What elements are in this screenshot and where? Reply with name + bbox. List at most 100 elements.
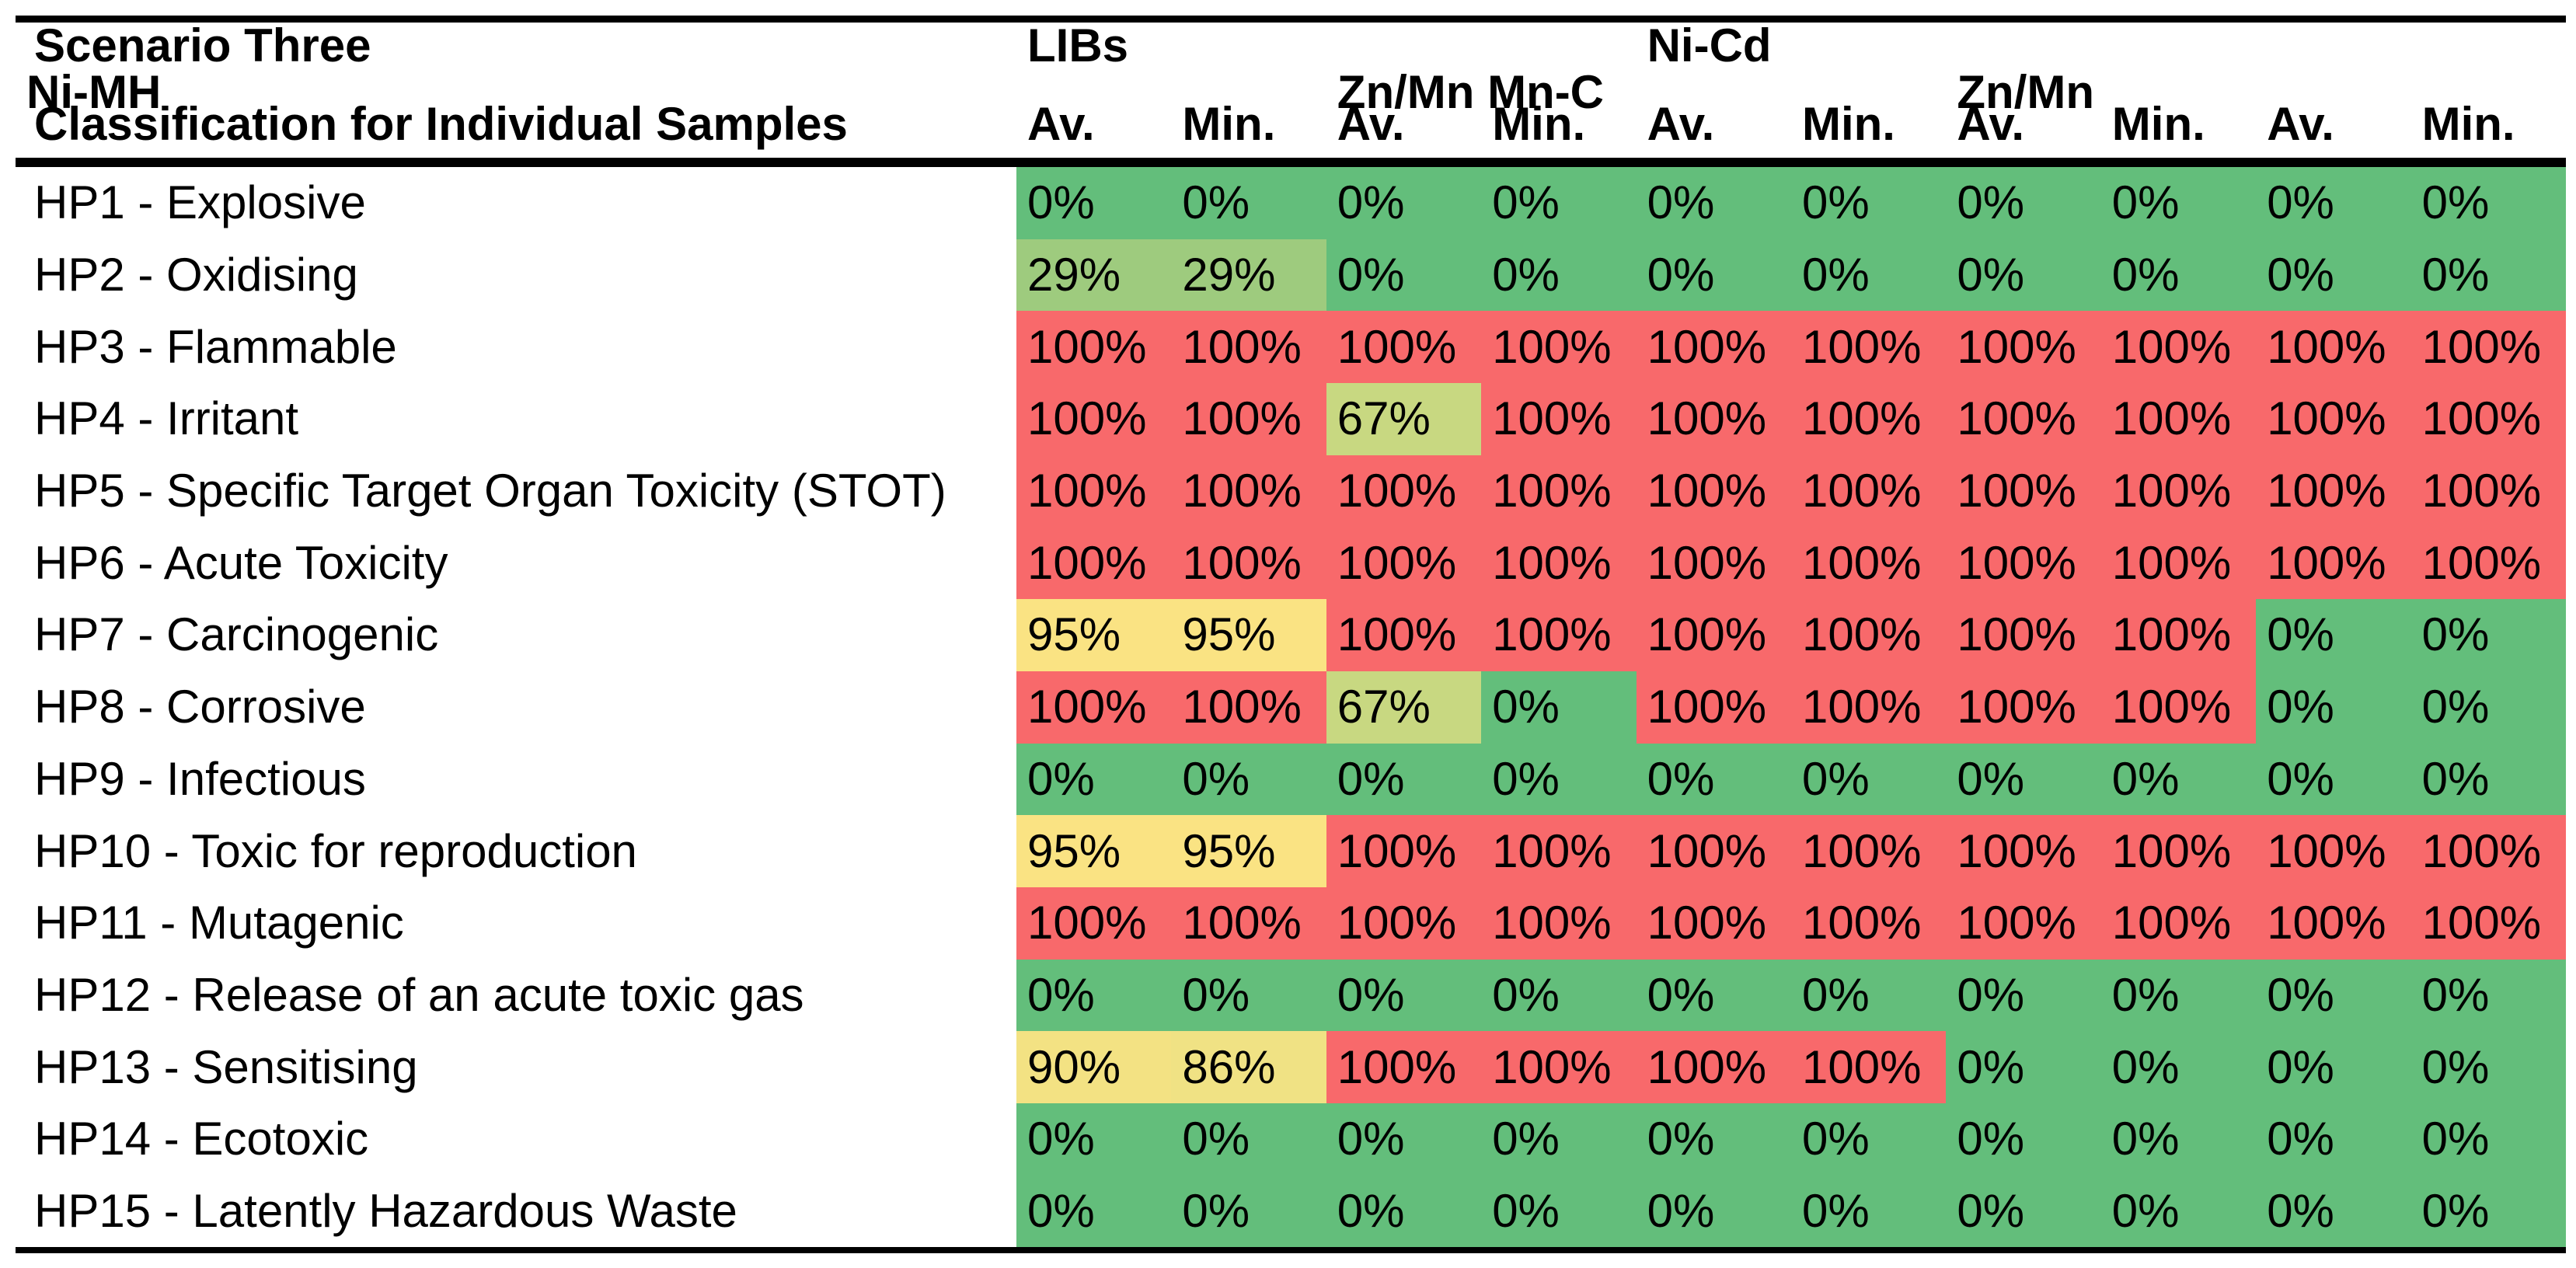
value-cell: 67% <box>1326 671 1482 744</box>
value-cell: 90% <box>1016 1031 1172 1103</box>
value-cell: 100% <box>2410 455 2566 528</box>
table-header-sub-row: Classification for Individual Samples Av… <box>16 90 2566 167</box>
row-label: HP6 - Acute Toxicity <box>16 527 1016 600</box>
row-label: HP7 - Carcinogenic <box>16 599 1016 671</box>
value-cell: 100% <box>2256 311 2411 384</box>
value-cell: 100% <box>1171 671 1326 744</box>
row-label: HP2 - Oxidising <box>16 239 1016 312</box>
value-cell: 0% <box>1636 167 1791 239</box>
column-subheader: Av. <box>1957 97 2025 150</box>
value-cell: 0% <box>1790 1175 1947 1248</box>
value-cell: 100% <box>1946 671 2101 744</box>
value-cell: 100% <box>1171 887 1326 960</box>
table-row: HP15 - Latently Hazardous Waste 0% 0% 0% 0% 0… <box>16 1175 2566 1248</box>
row-label: HP1 - Explosive <box>16 167 1016 239</box>
value-cell: 100% <box>1481 887 1637 960</box>
value-cell: 100% <box>1326 599 1482 671</box>
value-cell: 0% <box>1946 959 2101 1032</box>
row-label: HP9 - Infectious <box>16 743 1016 816</box>
table-title: Scenario Three <box>34 19 371 71</box>
value-cell: 100% <box>1481 1031 1637 1103</box>
column-group-header-nimh: Ni-MH <box>26 66 162 118</box>
table-row: HP11 - Mutagenic 100% 100% 100% 100% 100% 100%… <box>16 887 2566 960</box>
value-cell: 0% <box>2410 1031 2566 1103</box>
value-cell: 100% <box>1636 815 1791 887</box>
value-cell: 100% <box>1171 311 1326 384</box>
value-cell: 0% <box>1636 959 1791 1032</box>
column-subheader: Min. <box>1492 97 1586 150</box>
value-cell: 0% <box>2410 959 2566 1032</box>
value-cell: 100% <box>1946 311 2101 384</box>
value-cell: 0% <box>1481 239 1637 312</box>
value-cell: 67% <box>1326 383 1482 455</box>
value-cell: 0% <box>2256 743 2411 816</box>
value-cell: 100% <box>2100 383 2257 455</box>
value-cell: 100% <box>1790 671 1947 744</box>
column-group-header-libs: LIBs <box>1027 19 1129 71</box>
value-cell: 100% <box>1636 311 1791 384</box>
value-cell: 0% <box>2256 959 2411 1032</box>
value-cell: 0% <box>2100 239 2257 312</box>
value-cell: 100% <box>1636 887 1791 960</box>
value-cell: 0% <box>2100 167 2257 239</box>
table-subtitle: Classification for Individual Samples <box>34 97 848 150</box>
value-cell: 100% <box>1326 527 1482 600</box>
value-cell: 100% <box>1946 455 2101 528</box>
value-cell: 0% <box>2256 239 2411 312</box>
column-subheader: Av. <box>1027 97 1095 150</box>
value-cell: 100% <box>1016 455 1172 528</box>
table-row: HP3 - Flammable 100% 100% 100% 100% 100% 100% 1… <box>16 311 2566 384</box>
value-cell: 100% <box>1326 815 1482 887</box>
value-cell: 0% <box>1790 167 1947 239</box>
value-cell: 0% <box>1016 743 1172 816</box>
value-cell: 100% <box>1946 599 2101 671</box>
value-cell: 0% <box>1946 1175 2101 1248</box>
value-cell: 0% <box>1481 743 1637 816</box>
value-cell: 0% <box>1636 1175 1791 1248</box>
value-cell: 0% <box>1790 743 1947 816</box>
value-cell: 100% <box>1946 887 2101 960</box>
value-cell: 100% <box>2410 383 2566 455</box>
value-cell: 100% <box>2410 311 2566 384</box>
column-subheader: Min. <box>1182 97 1276 150</box>
value-cell: 100% <box>1171 455 1326 528</box>
value-cell: 100% <box>1946 527 2101 600</box>
value-cell: 0% <box>2256 167 2411 239</box>
column-subheader: Av. <box>1647 97 1715 150</box>
value-cell: 0% <box>2256 1175 2411 1248</box>
column-subheader: Min. <box>2111 97 2205 150</box>
value-cell: 100% <box>1636 383 1791 455</box>
value-cell: 0% <box>2410 743 2566 816</box>
value-cell: 0% <box>2410 599 2566 671</box>
column-subheader: Min. <box>2421 97 2515 150</box>
value-cell: 0% <box>2100 1175 2257 1248</box>
value-cell: 100% <box>1326 887 1482 960</box>
value-cell: 0% <box>2100 743 2257 816</box>
value-cell: 0% <box>1326 239 1482 312</box>
value-cell: 100% <box>2256 527 2411 600</box>
value-cell: 0% <box>1326 959 1482 1032</box>
column-group-header-nicd: Ni-Cd <box>1647 19 1772 71</box>
value-cell: 86% <box>1171 1031 1326 1103</box>
value-cell: 100% <box>2100 599 2257 671</box>
table-row: HP1 - Explosive 0% 0% 0% 0% 0% 0% 0% 0% 0% 0% <box>16 167 2566 239</box>
value-cell: 0% <box>2256 599 2411 671</box>
value-cell: 100% <box>2256 887 2411 960</box>
value-cell: 100% <box>1481 383 1637 455</box>
column-subheader: Min. <box>1801 97 1895 150</box>
value-cell: 100% <box>2256 383 2411 455</box>
table-header-group-row: Scenario Three LIBs Ni-Cd Ni-MH Zn/Mn Mn… <box>16 19 2566 116</box>
value-cell: 100% <box>1636 671 1791 744</box>
value-cell: 0% <box>1481 1103 1637 1176</box>
table-row: HP2 - Oxidising 29% 29% 0% 0% 0% 0% 0% 0% 0% 0% <box>16 239 2566 312</box>
value-cell: 0% <box>1636 239 1791 312</box>
value-cell: 100% <box>2100 671 2257 744</box>
value-cell: 100% <box>2100 311 2257 384</box>
table-row: HP14 - Ecotoxic 0% 0% 0% 0% 0% 0% 0% 0% 0% 0% <box>16 1103 2566 1176</box>
value-cell: 100% <box>1790 599 1947 671</box>
row-label: HP13 - Sensitising <box>16 1031 1016 1103</box>
value-cell: 100% <box>1326 311 1482 384</box>
value-cell: 100% <box>1016 311 1172 384</box>
value-cell: 100% <box>1946 815 2101 887</box>
